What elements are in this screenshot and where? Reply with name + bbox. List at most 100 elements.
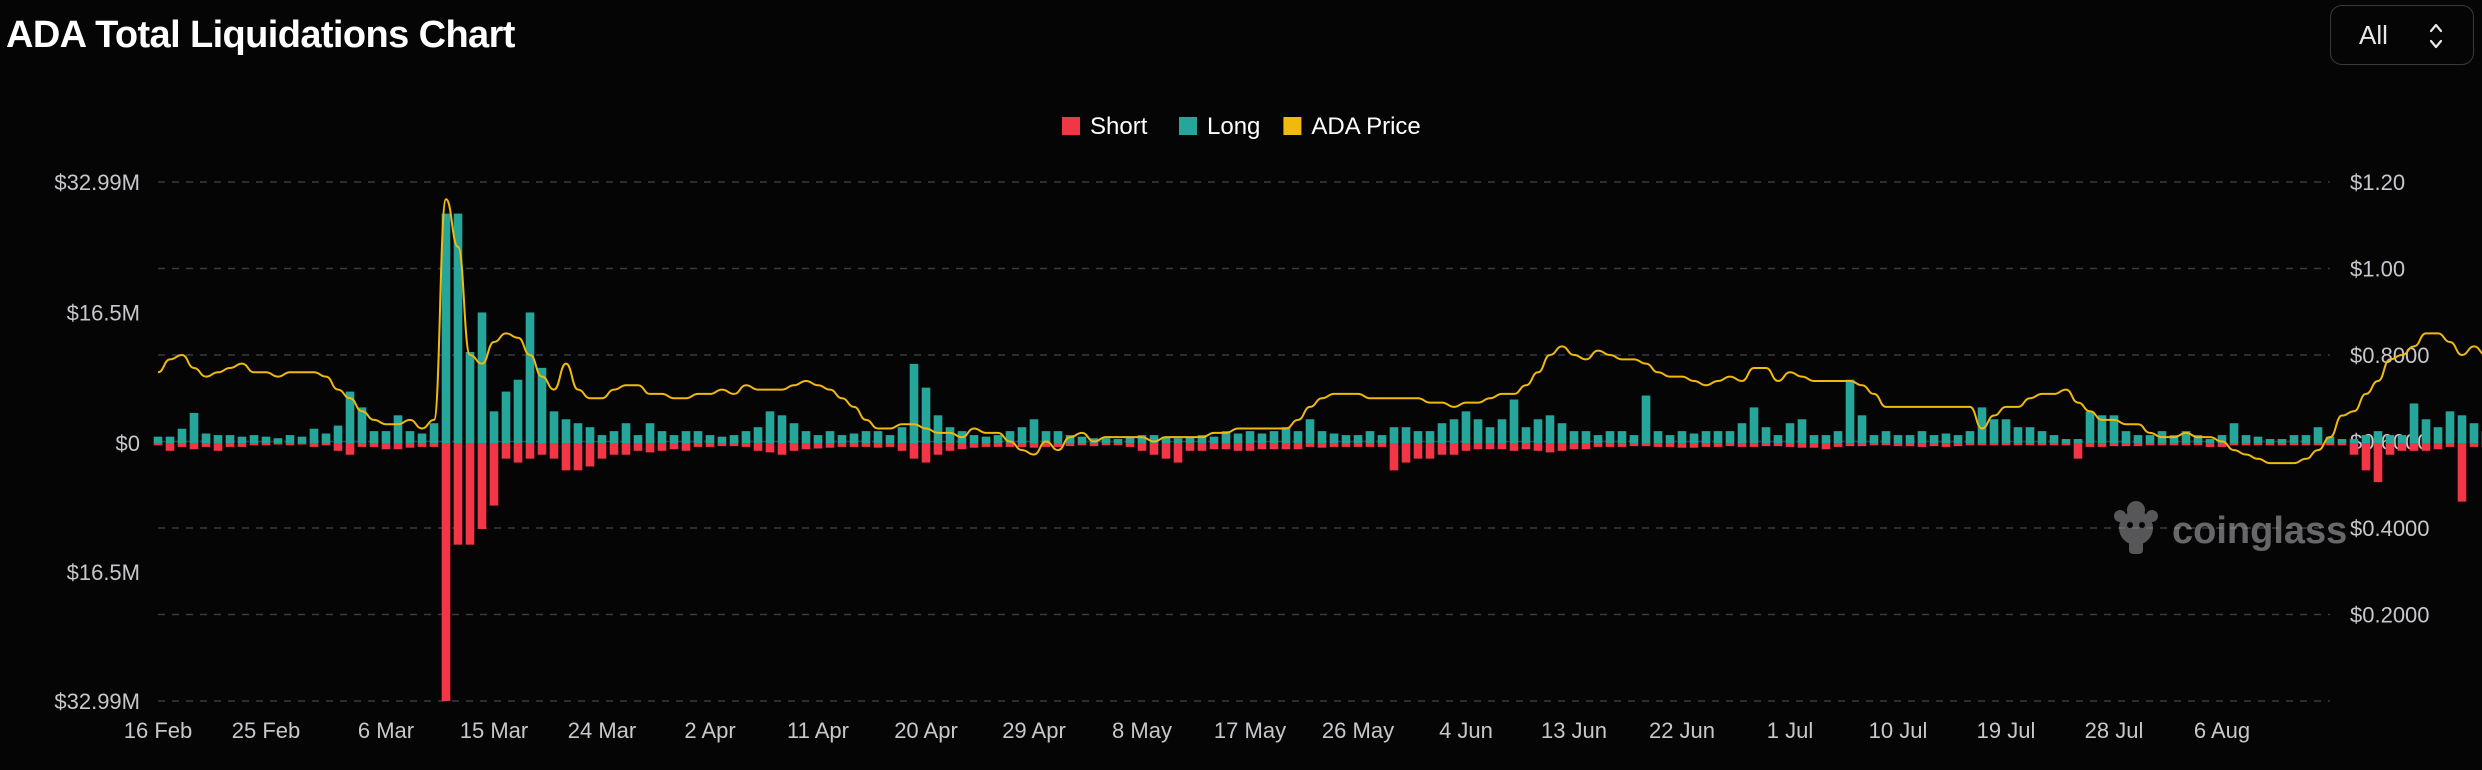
short-bar	[1461, 443, 1471, 451]
short-bar	[969, 443, 979, 448]
short-bar	[657, 443, 667, 451]
long-bar	[1437, 423, 1447, 443]
long-bar	[2241, 435, 2251, 443]
long-bar	[1497, 419, 1507, 443]
long-bar	[465, 352, 475, 443]
long-bar	[573, 423, 583, 443]
long-bar	[1905, 435, 1915, 443]
chart-legend: Short Long ADA Price	[1062, 113, 1421, 140]
long-bar	[1989, 419, 1999, 443]
short-bar	[1425, 443, 1435, 459]
short-bar	[1689, 443, 1699, 448]
long-bar	[1833, 431, 1843, 443]
long-bar	[1977, 407, 1987, 443]
long-bar	[165, 436, 175, 443]
short-bar	[1269, 443, 1279, 450]
short-bar	[1125, 443, 1135, 447]
long-bar	[645, 423, 655, 443]
short-bar	[1257, 443, 1267, 450]
long-bar	[2457, 415, 2467, 443]
long-bar	[1545, 415, 1555, 443]
short-bar	[681, 443, 691, 451]
long-bar	[2373, 431, 2383, 443]
long-bar	[2181, 431, 2191, 443]
long-bar	[297, 436, 307, 443]
legend-swatch	[1062, 117, 1080, 135]
long-bar	[1569, 431, 1579, 443]
long-bar	[2289, 435, 2299, 443]
short-bar	[909, 443, 919, 459]
short-bar	[1605, 443, 1615, 447]
x-axis: 16 Feb 25 Feb 6 Mar 15 Mar 24 Mar 2 Apr 11 Apr…	[124, 718, 2250, 743]
short-bar	[1809, 443, 1819, 448]
time-range-select[interactable]: All	[2330, 5, 2474, 65]
long-bar	[993, 435, 1003, 443]
short-bar	[717, 443, 727, 447]
short-bar	[1005, 443, 1015, 447]
long-bar	[1137, 435, 1147, 443]
short-bar	[813, 443, 823, 449]
long-bar	[2313, 427, 2323, 443]
short-bar	[2085, 443, 2095, 447]
long-bar	[2301, 435, 2311, 443]
left-tick-label: $0	[116, 431, 140, 456]
long-bar	[609, 431, 619, 443]
long-bar	[1449, 419, 1459, 443]
short-bar	[2433, 443, 2443, 450]
short-bar	[273, 443, 283, 445]
long-bar	[1845, 379, 1855, 443]
long-bar	[1113, 439, 1123, 443]
short-bar	[1221, 443, 1231, 450]
long-bar	[1713, 431, 1723, 443]
short-bar	[1941, 443, 1951, 447]
long-bar	[1065, 435, 1075, 443]
short-bar	[1929, 443, 1939, 447]
short-bar	[645, 443, 655, 453]
long-bar	[1389, 427, 1399, 443]
short-bar	[2157, 443, 2167, 446]
x-tick-label: 4 Jun	[1439, 718, 1493, 743]
long-bar	[357, 407, 367, 443]
long-bar	[1197, 435, 1207, 443]
long-bar	[441, 213, 451, 443]
long-bar	[1917, 431, 1927, 443]
long-bar	[2025, 427, 2035, 443]
long-bar	[1161, 436, 1171, 443]
left-tick-label: $32.99M	[54, 170, 140, 195]
x-tick-label: 11 Apr	[787, 718, 849, 743]
long-bar	[2073, 439, 2083, 443]
short-bar	[993, 443, 1003, 447]
long-bar	[1881, 431, 1891, 443]
short-bar	[2121, 443, 2131, 447]
short-bar	[1557, 443, 1567, 451]
long-bar	[261, 436, 271, 443]
long-bar	[825, 431, 835, 443]
long-bar	[2109, 415, 2119, 443]
long-bar	[813, 435, 823, 443]
long-bar	[1701, 431, 1711, 443]
long-bar	[429, 423, 439, 443]
x-tick-label: 29 Apr	[1002, 718, 1066, 743]
long-bar	[981, 436, 991, 443]
long-bar	[801, 431, 811, 443]
long-bar	[1473, 419, 1483, 443]
long-bar	[1077, 436, 1087, 443]
short-bar	[1977, 443, 1987, 446]
long-bar	[861, 431, 871, 443]
short-bar	[2277, 443, 2287, 446]
long-bar	[1173, 438, 1183, 443]
x-tick-label: 25 Feb	[232, 718, 301, 743]
long-bar	[1413, 431, 1423, 443]
short-bar	[1797, 443, 1807, 448]
short-bar	[489, 443, 499, 506]
right-tick-label: $0.2000	[2350, 603, 2430, 628]
long-bar	[1617, 431, 1627, 443]
long-bar	[765, 411, 775, 443]
x-tick-label: 26 May	[1322, 718, 1394, 743]
short-bar	[261, 443, 271, 446]
short-bar	[1761, 443, 1771, 447]
long-bar	[405, 431, 415, 443]
short-bar	[2241, 443, 2251, 446]
long-bar	[1665, 435, 1675, 443]
